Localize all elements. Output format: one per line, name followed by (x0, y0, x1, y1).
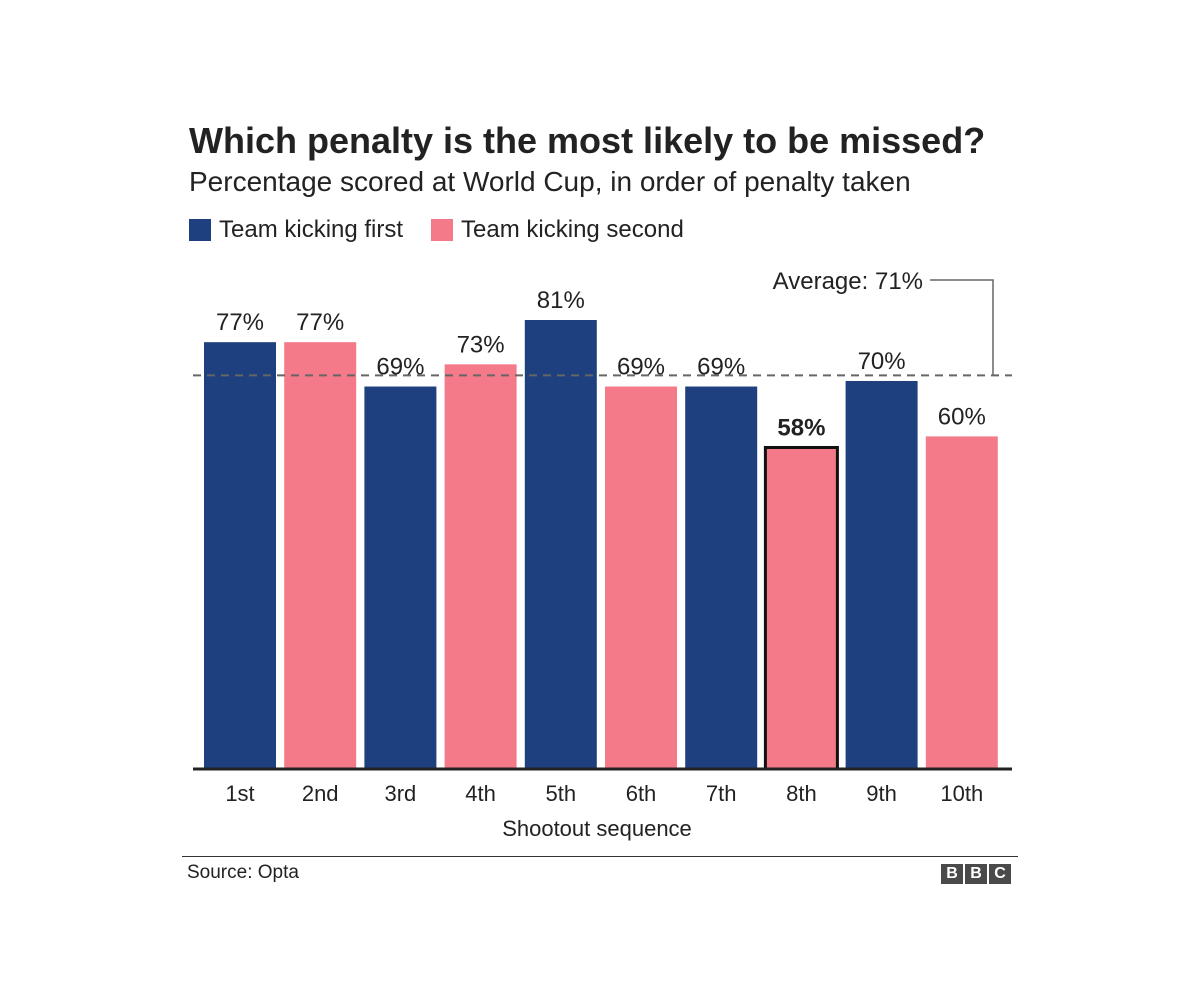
bar (364, 386, 437, 769)
tick-label: 9th (866, 781, 897, 806)
data-label: 69% (617, 354, 665, 381)
data-label: 60% (938, 403, 986, 430)
tick-label: 10th (940, 781, 983, 806)
legend-swatch-second (431, 219, 454, 241)
tick-label: 3rd (385, 781, 417, 806)
average-label: Average: 71% (773, 268, 923, 295)
data-label: 73% (457, 331, 505, 358)
x-axis-title: Shootout sequence (502, 816, 692, 841)
bar (845, 380, 918, 769)
tick-label: 2nd (302, 781, 339, 806)
legend-label-second: Team kicking second (461, 216, 684, 243)
bar (685, 386, 758, 769)
legend-label-first: Team kicking first (219, 216, 404, 243)
tick-label: 8th (786, 781, 817, 806)
data-label: 81% (537, 287, 585, 314)
tick-label: 5th (546, 781, 577, 806)
bar (605, 386, 677, 769)
data-label: 77% (216, 309, 264, 336)
data-label: 69% (697, 354, 745, 381)
bar (204, 342, 276, 769)
logo-letter: C (989, 864, 1011, 884)
legend-swatch-first (189, 219, 211, 241)
logo-letter: B (965, 864, 987, 884)
average-leader (930, 279, 994, 376)
tick-label: 7th (706, 781, 737, 806)
chart-subtitle: Percentage scored at World Cup, in order… (189, 166, 911, 197)
data-label: 58% (777, 414, 825, 441)
bar-chart: 77% 1st 77% 2nd 69% 3rd 73% 4th 81% 5th 69% 6th 69% 7… (193, 268, 1012, 841)
bar (284, 342, 357, 769)
logo-letter: B (941, 864, 963, 884)
legend-item-first: Team kicking first (189, 216, 403, 244)
footer-divider (182, 856, 1018, 857)
bbc-logo: B B C (941, 864, 1013, 884)
bar (524, 320, 597, 769)
tick-label: 6th (626, 781, 657, 806)
data-label: 70% (858, 348, 906, 375)
data-label: 69% (376, 354, 424, 381)
legend-item-second: Team kicking second (431, 216, 684, 244)
tick-label: 4th (465, 781, 496, 806)
bar (444, 364, 517, 769)
chart-title: Which penalty is the most likely to be m… (189, 120, 986, 161)
bar (925, 436, 998, 769)
source-note: Source: Opta (187, 862, 299, 883)
bar (763, 445, 839, 771)
data-label: 77% (296, 309, 344, 336)
legend: Team kicking first Team kicking second (189, 216, 712, 244)
tick-label: 1st (225, 781, 254, 806)
